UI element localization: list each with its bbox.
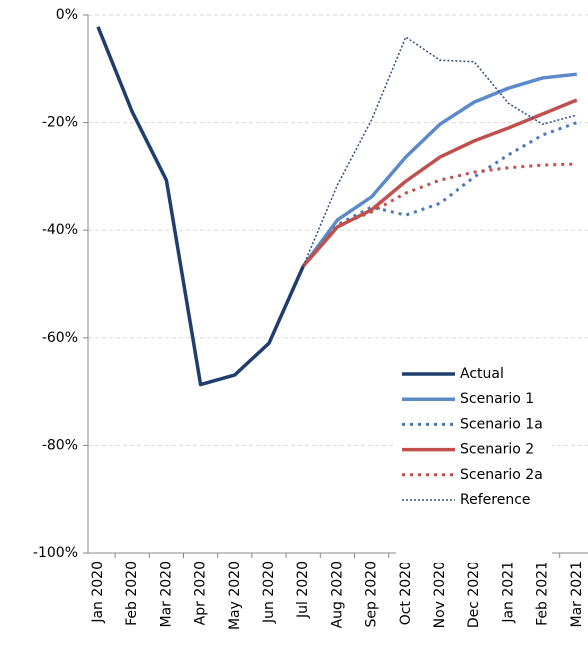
y-tick-label: -40% — [42, 222, 78, 238]
y-tick-label: -20% — [42, 115, 78, 131]
x-tick-label: Dec 2020 — [466, 561, 482, 628]
x-tick-label: Feb 2020 — [124, 561, 140, 626]
x-tick-label: Jan 2021 — [500, 561, 516, 624]
x-tick-label: Apr 2020 — [193, 561, 209, 625]
x-tick-label: Jun 2020 — [261, 561, 277, 624]
legend-label: Scenario 2 — [460, 442, 534, 458]
legend-label: Actual — [460, 366, 504, 382]
legend-box — [396, 360, 552, 563]
y-tick-label: -80% — [42, 437, 78, 453]
x-tick-label: Nov 2020 — [432, 561, 448, 628]
x-tick-label: Sep 2020 — [364, 561, 380, 627]
x-tick-label: Jul 2020 — [295, 561, 311, 619]
x-tick-label: May 2020 — [227, 561, 243, 630]
series-line — [301, 72, 577, 268]
legend-label: Scenario 2a — [460, 467, 543, 483]
x-tick-label: Mar 2021 — [569, 561, 585, 628]
legend-label: Scenario 1a — [460, 416, 543, 432]
y-tick-label: -60% — [42, 330, 78, 346]
legend-label: Reference — [460, 492, 531, 508]
series-line — [302, 162, 577, 268]
x-tick-label: Mar 2020 — [158, 561, 174, 628]
series-line — [96, 26, 305, 387]
x-tick-label: Oct 2020 — [398, 561, 414, 625]
x-tick-label: Jan 2020 — [90, 561, 106, 624]
legend-label: Scenario 1 — [460, 391, 534, 407]
y-tick-label: -100% — [33, 545, 78, 561]
series-line — [302, 36, 577, 267]
series-line — [302, 121, 578, 268]
y-tick-label: 0% — [56, 7, 78, 23]
x-tick-label: Aug 2020 — [329, 561, 345, 628]
x-tick-label: Feb 2021 — [535, 561, 551, 626]
